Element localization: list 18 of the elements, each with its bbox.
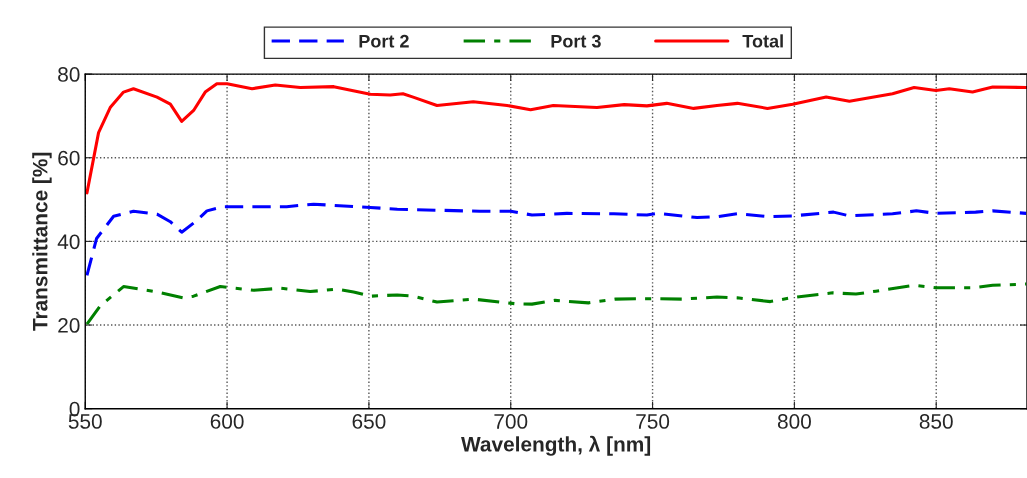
x-tick-label: 700 <box>494 414 528 429</box>
x-tick-label: 650 <box>352 414 386 429</box>
legend-label: Total <box>742 34 783 48</box>
y-tick-label: 40 <box>57 234 80 250</box>
x-tick-label: 800 <box>777 414 811 429</box>
y-tick-label: 20 <box>58 318 80 333</box>
y-tick-label: 60 <box>58 150 80 166</box>
line-series <box>85 82 1027 195</box>
line-series <box>85 282 1027 326</box>
x-tick-label: 750 <box>636 414 670 429</box>
x-axis-title: Wavelength, λ [nm] <box>461 435 651 456</box>
legend-label: Port 3 <box>551 34 601 48</box>
y-axis-title: Transmittance [%] <box>32 152 52 331</box>
legend-label: Port 2 <box>359 34 409 48</box>
x-tick-label: 600 <box>210 414 244 429</box>
line-series <box>85 202 1027 277</box>
y-tick-label: 80 <box>58 67 80 82</box>
x-tick-label: 850 <box>919 414 953 429</box>
